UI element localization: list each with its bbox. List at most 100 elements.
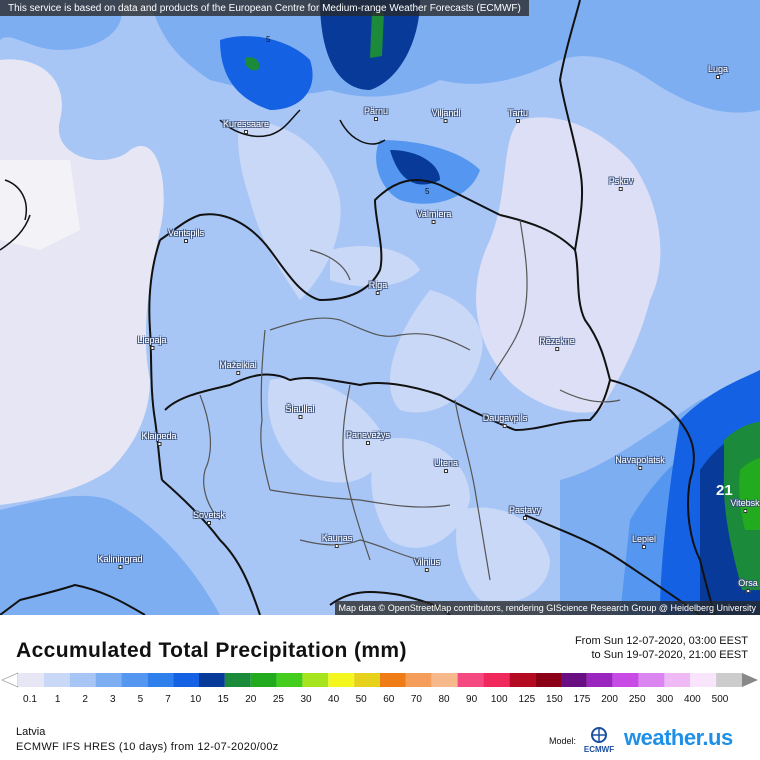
scale-swatch (612, 673, 639, 687)
city-marker-icon (745, 589, 750, 593)
contour-label: 5 (266, 35, 271, 44)
scale-swatch (690, 673, 717, 687)
scale-swatch (638, 673, 665, 687)
city-marker-icon (375, 291, 380, 295)
ecmwf-attribution: This service is based on data and produc… (0, 0, 529, 16)
scale-tick-label: 500 (711, 694, 729, 705)
city-orsa: Orsa (738, 578, 758, 593)
legend-title: Accumulated Total Precipitation (mm) (16, 639, 407, 662)
city-marker-icon (555, 347, 559, 351)
city-marker-icon (503, 424, 507, 428)
scale-swatch (302, 673, 329, 687)
scale-tick-label: 40 (328, 694, 340, 705)
city-utena: Utena (434, 458, 458, 473)
time-period: From Sun 12-07-2020, 03:00 EEST to Sun 1… (575, 634, 748, 662)
city-p-rnu: Pärnu (364, 106, 388, 121)
scale-tick-label: 10 (190, 694, 202, 705)
scale-swatch (199, 673, 225, 687)
scale-tick-label: 90 (466, 694, 478, 705)
scale-max-arrow (742, 673, 758, 687)
city-kuressaare: Kuressaare (223, 119, 269, 134)
scale-tick-label: 60 (383, 694, 395, 705)
city-label: Tartu (507, 108, 529, 118)
city-luga: Luga (708, 64, 728, 79)
city-label: Vilnius (413, 557, 441, 567)
city-label: Pastavy (508, 505, 542, 515)
scale-tick-label: 100 (490, 694, 508, 705)
city-marker-icon (522, 516, 527, 520)
ecmwf-logo-icon (591, 727, 607, 743)
city-navapolatsk: Navapolatsk (615, 455, 665, 470)
city-label: Orsa (738, 578, 758, 588)
city-marker-icon (618, 187, 623, 191)
city-valmiera: Valmiera (417, 209, 451, 224)
city-marker-icon (716, 75, 720, 79)
scale-tick-label: 1 (54, 694, 61, 705)
weather-us-logo[interactable]: weather.us (624, 725, 733, 750)
scale-tick-label: 80 (438, 694, 450, 705)
scale-swatch (69, 673, 96, 687)
city-label: Klaipeda (141, 431, 177, 441)
city-label: Daugavpils (482, 413, 528, 423)
ecmwf-logo-text: ECMWF (583, 745, 615, 754)
city-label: Kuressaare (222, 119, 270, 129)
city-marker-icon (366, 441, 370, 445)
city-marker-icon (244, 130, 248, 134)
city-pskov: Pskov (608, 176, 634, 191)
city-marker-icon (150, 346, 154, 350)
scale-tick-label: 125 (518, 694, 536, 705)
period-from: From Sun 12-07-2020, 03:00 EEST (574, 635, 748, 647)
city-marker-icon (298, 415, 302, 419)
period-to: to Sun 19-07-2020, 21:00 EEST (591, 649, 748, 661)
city-pastavy: Pastavy (509, 505, 541, 520)
city-vilnius: Vilnius (414, 557, 440, 572)
scale-swatch (457, 673, 484, 687)
city-label: Liepaja (137, 335, 167, 345)
scale-tick-label: 25 (272, 694, 284, 705)
scale-swatch (95, 673, 122, 687)
city-marker-icon (642, 545, 646, 549)
scale-min-arrow (1, 672, 19, 688)
city-klaipeda: Klaipeda (141, 431, 177, 446)
scale-swatch (431, 673, 458, 687)
color-scale-ticks: 0.1 1 2 3 5 7 10 15 20 25 30 40 50 60 70 80 90 100 125 150 1… (0, 694, 760, 708)
city-tartu: Tartu (508, 108, 528, 123)
scale-tick-label: 70 (410, 694, 422, 705)
city-label: Pskov (608, 176, 634, 186)
model-label: Model: (549, 736, 577, 746)
city-label: Kaunas (321, 533, 353, 543)
scale-tick-label: 3 (110, 694, 116, 705)
scale-tick-label: 7 (165, 694, 171, 705)
city-marker-icon (374, 117, 378, 121)
city-label: Mažeikiai (219, 360, 257, 370)
city-marker-icon (638, 466, 642, 470)
ecmwf-logo: ECMWF (581, 726, 617, 754)
city-panev-ys: Panevėžys (346, 430, 390, 445)
region-name: Latvia (16, 726, 46, 738)
city-kaliningrad: Kaliningrad (97, 554, 143, 569)
model-run-info: ECMWF IFS HRES (10 days) from 12-07-2020… (16, 741, 279, 753)
city-label: Lepiel (631, 534, 657, 544)
scale-swatch (250, 673, 277, 687)
map-data-attribution[interactable]: Map data © OpenStreetMap contributors, r… (334, 601, 760, 615)
city-marker-icon (431, 220, 436, 224)
city--iauliai: Šiauliai (285, 404, 315, 419)
scale-tick-label: 30 (300, 694, 312, 705)
scale-swatch (405, 673, 432, 687)
city-label: Utena (433, 458, 459, 468)
city-label: Luga (707, 64, 729, 74)
scale-swatch (509, 673, 536, 687)
city-marker-icon (444, 469, 448, 473)
city-marker-icon (515, 119, 520, 123)
city-marker-icon (424, 568, 429, 572)
city-marker-icon (118, 565, 122, 569)
scale-swatch (43, 673, 70, 687)
scale-swatch (18, 673, 44, 687)
city-marker-icon (335, 544, 339, 548)
scale-swatch (224, 673, 251, 687)
city-liepaja: Liepaja (137, 335, 167, 350)
city-label: Riga (368, 280, 388, 290)
scale-swatch (716, 673, 742, 687)
precipitation-map[interactable]: This service is based on data and produc… (0, 0, 760, 615)
